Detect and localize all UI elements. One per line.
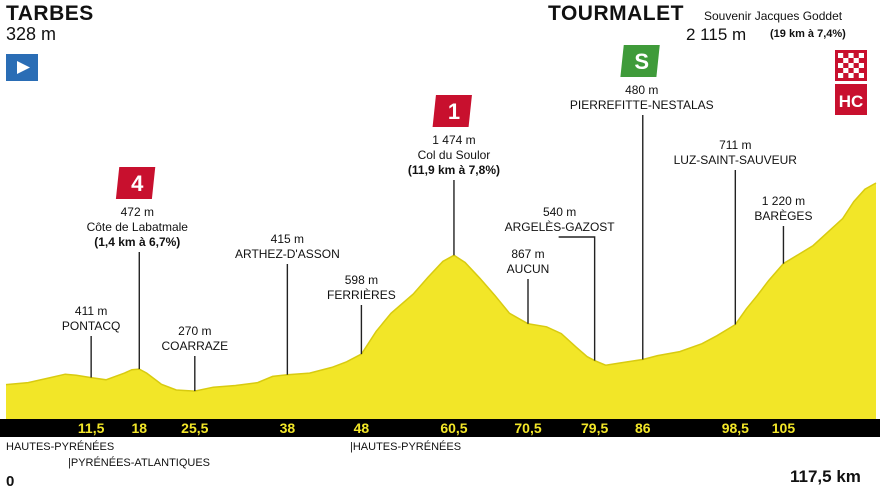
waypoint-altitude: 415 m bbox=[271, 232, 304, 246]
km-marker-label: 48 bbox=[354, 420, 370, 436]
waypoint-altitude: 270 m bbox=[178, 324, 211, 338]
badge-label: S bbox=[634, 49, 649, 74]
km-marker-label: 18 bbox=[131, 420, 147, 436]
region-label: |HAUTES-PYRÉNÉES bbox=[350, 441, 462, 453]
finish-town-name: TOURMALET bbox=[548, 2, 684, 25]
waypoint-name: LUZ-SAINT-SAUVEUR bbox=[674, 153, 798, 167]
climb-category-badge: 1 bbox=[432, 95, 472, 127]
waypoint-name: Col du Soulor bbox=[418, 148, 491, 162]
badge-label: 1 bbox=[448, 99, 460, 124]
hc-badge-label: HC bbox=[839, 92, 864, 111]
km-marker-label: 11,5 bbox=[78, 420, 105, 436]
waypoint-name: PIERREFITTE-NESTALAS bbox=[570, 98, 714, 112]
axis-start-label: 0 bbox=[6, 473, 15, 490]
start-flag-icon bbox=[6, 54, 38, 81]
finish-climb-detail: (19 km à 7,4%) bbox=[770, 28, 846, 40]
sprint-badge-icon: S bbox=[620, 45, 660, 77]
waypoint-altitude: 711 m bbox=[719, 138, 751, 152]
waypoint-climb-detail: (11,9 km à 7,8%) bbox=[408, 163, 500, 177]
km-marker-label: 25,5 bbox=[181, 420, 208, 436]
hc-badge-icon: HC bbox=[835, 84, 867, 115]
km-marker-label: 38 bbox=[280, 420, 296, 436]
waypoint-name: FERRIÈRES bbox=[327, 287, 396, 302]
waypoint-altitude: 411 m bbox=[75, 304, 107, 318]
waypoint-name: PONTACQ bbox=[62, 319, 120, 333]
checkered-flag-icon bbox=[835, 50, 867, 81]
finish-subtitle: Souvenir Jacques Goddet bbox=[704, 9, 843, 23]
climb-category-badge: 4 bbox=[115, 167, 156, 199]
waypoint-altitude: 480 m bbox=[625, 83, 658, 97]
start-town-name: TARBES bbox=[6, 2, 94, 25]
region-label: HAUTES-PYRÉNÉES bbox=[6, 441, 115, 453]
km-marker-label: 98,5 bbox=[722, 420, 749, 436]
waypoint-altitude: 598 m bbox=[345, 273, 378, 287]
km-marker-label: 70,5 bbox=[514, 420, 541, 436]
waypoint-leader-line bbox=[558, 236, 596, 361]
profile-area bbox=[6, 183, 876, 419]
start-altitude: 328 m bbox=[6, 24, 57, 44]
waypoint-name: COARRAZE bbox=[161, 339, 228, 353]
axis-end-label: 117,5 km bbox=[790, 467, 861, 486]
distance-axis-bar bbox=[0, 419, 880, 437]
waypoint-name: Côte de Labatmale bbox=[87, 220, 189, 234]
waypoint-name: BARÈGES bbox=[754, 208, 812, 223]
badge-label: 4 bbox=[131, 171, 144, 196]
km-marker-label: 79,5 bbox=[581, 420, 608, 436]
km-marker-label: 60,5 bbox=[440, 420, 467, 436]
waypoint-altitude: 540 m bbox=[543, 205, 576, 219]
waypoint-altitude: 1 474 m bbox=[432, 133, 475, 147]
waypoint-name: ARTHEZ-D'ASSON bbox=[235, 247, 340, 261]
profile-outline bbox=[5, 182, 877, 392]
km-marker-label: 105 bbox=[772, 420, 796, 436]
region-label: |PYRÉNÉES-ATLANTIQUES bbox=[68, 457, 211, 469]
km-marker-label: 86 bbox=[635, 420, 651, 436]
finish-altitude: 2 115 m bbox=[686, 25, 747, 44]
waypoint-altitude: 472 m bbox=[121, 205, 154, 219]
waypoint-climb-detail: (1,4 km à 6,7%) bbox=[94, 235, 180, 249]
waypoint-altitude: 1 220 m bbox=[762, 194, 805, 208]
waypoint-name: AUCUN bbox=[507, 262, 550, 276]
waypoint-name: ARGELÈS-GAZOST bbox=[505, 219, 616, 234]
waypoint-altitude: 867 m bbox=[511, 247, 544, 261]
